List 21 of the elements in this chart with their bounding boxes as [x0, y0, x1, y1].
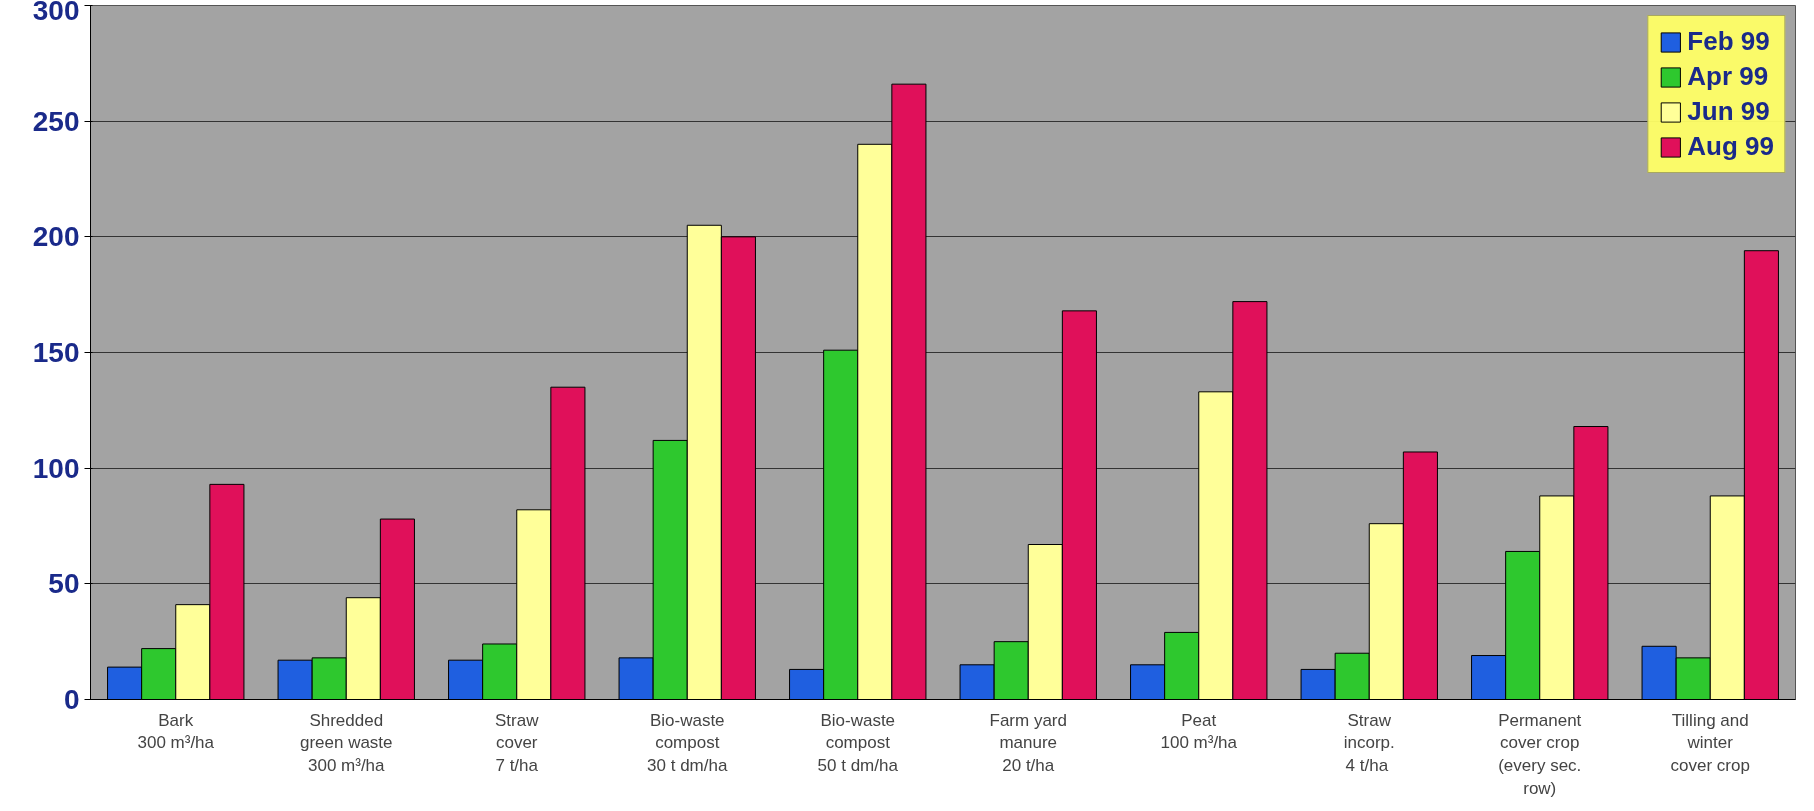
legend-label: Aug 99 — [1687, 131, 1774, 162]
x-tick-label: Permanent cover crop (every sec. row) — [1498, 710, 1582, 798]
x-tick-label: Straw incorp. 4 t/ha — [1343, 710, 1395, 776]
x-tick-label: Bio-waste compost 30 t dm/ha — [647, 710, 728, 776]
y-tick-label: 0 — [63, 684, 80, 715]
y-tick-label: 50 — [48, 568, 80, 600]
x-tick-label: Peat 100 m³/ha — [1160, 710, 1238, 753]
y-tick-label: 200 — [32, 221, 80, 253]
legend-label: Apr 99 — [1687, 61, 1769, 92]
y-tick-label: 150 — [32, 337, 80, 368]
y-tick-label: 250 — [32, 105, 80, 137]
x-tick-label: Shredded green waste 300 m³/ha — [299, 710, 393, 776]
x-tick-label: Bark 300 m³/ha — [137, 710, 215, 753]
y-tick-label: 300 — [32, 0, 80, 26]
y-tick-label: 100 — [32, 452, 80, 484]
legend-label: Jun 99 — [1687, 96, 1770, 127]
x-tick-label: Tilling and winter cover crop — [1670, 710, 1750, 776]
legend-label: Feb 99 — [1687, 26, 1770, 57]
x-tick-label: Farm yard manure 20 t/ha — [989, 710, 1067, 776]
x-tick-label: Straw cover 7 t/ha — [495, 710, 540, 776]
x-tick-label: Bio-waste compost 50 t dm/ha — [817, 710, 899, 776]
